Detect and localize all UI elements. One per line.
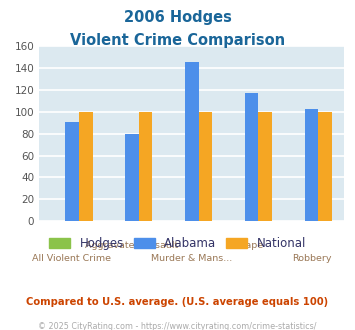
Bar (79, 112, 93, 221)
Text: Compared to U.S. average. (U.S. average equals 100): Compared to U.S. average. (U.S. average … (26, 297, 329, 307)
Bar (318, 112, 332, 221)
Bar (305, 109, 318, 221)
Bar (125, 134, 139, 221)
Legend: Hodges, Alabama, National: Hodges, Alabama, National (44, 232, 311, 255)
Bar (198, 112, 212, 221)
Text: Aggravated Assault: Aggravated Assault (85, 241, 179, 249)
Bar (65, 122, 79, 221)
Text: Robbery: Robbery (292, 254, 331, 263)
Text: All Violent Crime: All Violent Crime (32, 254, 111, 263)
Text: Rape: Rape (240, 241, 264, 249)
Text: Murder & Mans...: Murder & Mans... (151, 254, 232, 263)
Bar (139, 112, 153, 221)
Bar (245, 93, 258, 221)
Text: Violent Crime Comparison: Violent Crime Comparison (70, 33, 285, 48)
Text: © 2025 CityRating.com - https://www.cityrating.com/crime-statistics/: © 2025 CityRating.com - https://www.city… (38, 322, 317, 330)
Bar (185, 61, 198, 221)
Text: 2006 Hodges: 2006 Hodges (124, 10, 231, 25)
Bar (258, 112, 272, 221)
